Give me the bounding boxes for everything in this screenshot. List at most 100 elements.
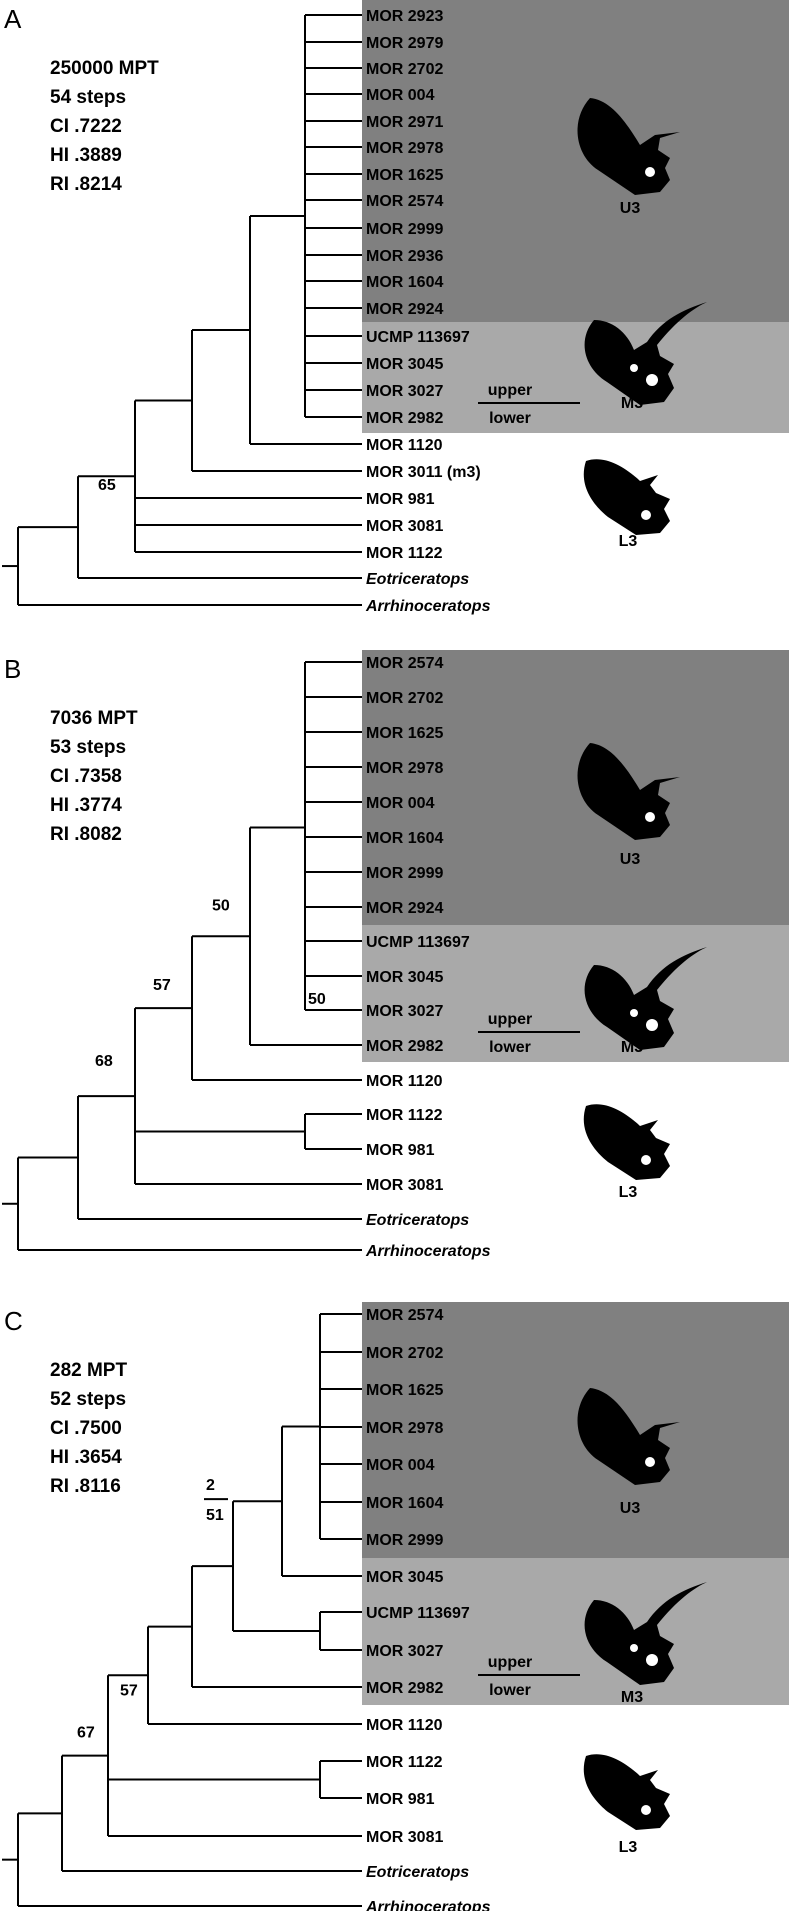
zone-label-u3: U3 bbox=[620, 200, 641, 217]
taxon-label: Arrhinoceratops bbox=[365, 598, 491, 615]
support-value: 57 bbox=[153, 977, 171, 994]
taxon-label: MOR 2923 bbox=[366, 8, 443, 25]
lower-label: lower bbox=[489, 410, 531, 427]
taxon-label: UCMP 113697 bbox=[366, 329, 470, 346]
taxon-label: MOR 3081 bbox=[366, 1177, 443, 1194]
zone-label-m3: M3 bbox=[621, 1039, 643, 1056]
m3-shaded-region bbox=[362, 925, 789, 1062]
taxon-label: MOR 2574 bbox=[366, 1307, 443, 1324]
orbit-icon bbox=[641, 1805, 651, 1815]
taxon-label: MOR 2702 bbox=[366, 61, 443, 78]
u3-shaded-region bbox=[362, 650, 789, 925]
orbit-icon bbox=[646, 374, 658, 386]
tree-statistic: CI .7500 bbox=[50, 1418, 122, 1439]
orbit-icon bbox=[641, 510, 651, 520]
taxon-label: MOR 1120 bbox=[366, 1717, 443, 1734]
panel-letter: A bbox=[4, 4, 22, 34]
zone-label-m3: M3 bbox=[621, 395, 643, 412]
taxon-label: MOR 1625 bbox=[366, 167, 443, 184]
taxon-label: MOR 2574 bbox=[366, 655, 443, 672]
support-value: 57 bbox=[120, 1682, 138, 1699]
upper-label: upper bbox=[488, 1011, 532, 1028]
tree-statistic: 54 steps bbox=[50, 87, 126, 108]
taxon-label: MOR 3045 bbox=[366, 969, 443, 986]
taxon-label: MOR 2982 bbox=[366, 1680, 443, 1697]
taxon-label: MOR 2982 bbox=[366, 1038, 443, 1055]
taxon-label: MOR 3027 bbox=[366, 1003, 443, 1020]
taxon-label: MOR 2978 bbox=[366, 1420, 443, 1437]
u3-shaded-region bbox=[362, 0, 789, 322]
support-value: 68 bbox=[95, 1053, 113, 1070]
taxon-label: MOR 1122 bbox=[366, 1107, 443, 1124]
tree-statistic: CI .7222 bbox=[50, 116, 122, 137]
taxon-label: MOR 1625 bbox=[366, 725, 443, 742]
taxon-label: MOR 2971 bbox=[366, 114, 443, 131]
support-value: 51 bbox=[206, 1507, 224, 1524]
taxon-label: MOR 004 bbox=[366, 87, 435, 104]
skull-silhouette-icon bbox=[584, 302, 707, 405]
taxon-label: MOR 2924 bbox=[366, 301, 443, 318]
taxon-label: MOR 3027 bbox=[366, 1643, 443, 1660]
tree-statistic: RI .8082 bbox=[50, 824, 122, 845]
upper-label: upper bbox=[488, 1654, 532, 1671]
taxon-label: MOR 2574 bbox=[366, 193, 443, 210]
taxon-label: MOR 2924 bbox=[366, 900, 443, 917]
taxon-label: MOR 981 bbox=[366, 491, 435, 508]
support-value: 65 bbox=[98, 477, 116, 494]
zone-label-l3: L3 bbox=[619, 1184, 638, 1201]
skull-silhouette-icon bbox=[584, 947, 707, 1050]
taxon-label: MOR 981 bbox=[366, 1142, 435, 1159]
skull-silhouette-icon bbox=[583, 459, 670, 535]
taxon-label: MOR 1120 bbox=[366, 437, 443, 454]
taxon-label: MOR 1122 bbox=[366, 545, 443, 562]
taxon-label: Eotriceratops bbox=[366, 571, 469, 588]
tree-statistic: HI .3654 bbox=[50, 1447, 122, 1468]
tree-statistic: RI .8116 bbox=[50, 1476, 121, 1497]
fenestra-icon bbox=[630, 1644, 638, 1652]
lower-label: lower bbox=[489, 1682, 531, 1699]
zone-label-u3: U3 bbox=[620, 851, 641, 868]
taxon-label: Eotriceratops bbox=[366, 1864, 469, 1881]
taxon-label: Eotriceratops bbox=[366, 1212, 469, 1229]
panel-letter: C bbox=[4, 1306, 23, 1336]
support-value: 67 bbox=[77, 1724, 95, 1741]
support-value: 50 bbox=[212, 897, 230, 914]
u3-shaded-region bbox=[362, 1302, 789, 1558]
taxon-label: MOR 3081 bbox=[366, 518, 443, 535]
taxon-label: MOR 1604 bbox=[366, 274, 443, 291]
taxon-label: MOR 2702 bbox=[366, 1345, 443, 1362]
m3-shaded-region bbox=[362, 322, 789, 433]
taxon-label: MOR 1604 bbox=[366, 830, 443, 847]
orbit-icon bbox=[645, 1457, 655, 1467]
taxon-label: MOR 004 bbox=[366, 1457, 435, 1474]
tree-statistic: 52 steps bbox=[50, 1389, 126, 1410]
taxon-label: MOR 2982 bbox=[366, 410, 443, 427]
zone-label-u3: U3 bbox=[620, 1500, 641, 1517]
skull-silhouette-icon bbox=[583, 1104, 670, 1180]
tree-statistic: 7036 MPT bbox=[50, 708, 138, 729]
taxon-label: MOR 3027 bbox=[366, 383, 443, 400]
taxon-label: MOR 3081 bbox=[366, 1829, 443, 1846]
taxon-label: MOR 2999 bbox=[366, 221, 443, 238]
panel-letter: B bbox=[4, 654, 21, 684]
fenestra-icon bbox=[630, 364, 638, 372]
panel-c: C 282 MPT 52 steps CI .7500 HI .3654 RI .8116… bbox=[2, 1302, 789, 1911]
taxon-label: MOR 1120 bbox=[366, 1073, 443, 1090]
zone-label-l3: L3 bbox=[619, 1839, 638, 1856]
taxon-label: MOR 1604 bbox=[366, 1495, 443, 1512]
support-value: 2 bbox=[206, 1477, 215, 1494]
taxon-label: MOR 3011 (m3) bbox=[366, 464, 481, 481]
taxon-label: MOR 1122 bbox=[366, 1754, 443, 1771]
tree-statistic: RI .8214 bbox=[50, 174, 122, 195]
taxon-label: MOR 3045 bbox=[366, 1569, 443, 1586]
orbit-icon bbox=[646, 1019, 658, 1031]
tree-statistic: 53 steps bbox=[50, 737, 126, 758]
taxon-label: MOR 981 bbox=[366, 1791, 435, 1808]
orbit-icon bbox=[645, 812, 655, 822]
tree-statistic: HI .3774 bbox=[50, 795, 122, 816]
taxon-label: Arrhinoceratops bbox=[365, 1899, 491, 1911]
taxon-label: MOR 2936 bbox=[366, 248, 443, 265]
support-value: 50 bbox=[308, 991, 326, 1008]
taxon-label: Arrhinoceratops bbox=[365, 1243, 491, 1260]
